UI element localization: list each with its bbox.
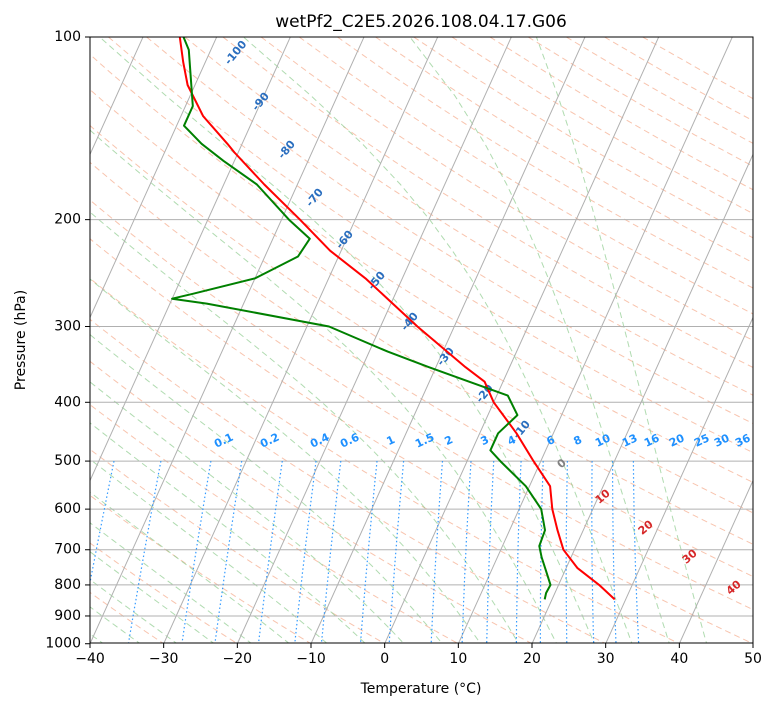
- x-tick-label: −30: [149, 651, 179, 667]
- x-tick-label: −10: [296, 651, 326, 667]
- y-tick-label: 700: [54, 542, 81, 558]
- y-tick-label: 800: [54, 577, 81, 593]
- y-tick-label: 200: [54, 212, 81, 228]
- x-tick-label: 50: [744, 651, 762, 667]
- x-tick-label: −20: [223, 651, 253, 667]
- x-tick-label: −40: [75, 651, 105, 667]
- y-tick-label: 400: [54, 394, 81, 410]
- x-tick-label: 20: [523, 651, 541, 667]
- y-axis-label: Pressure (hPa): [13, 290, 29, 390]
- y-tick-label: 600: [54, 501, 81, 517]
- y-tick-label: 300: [54, 318, 81, 334]
- chart-title: wetPf2_C2E5.2026.108.04.17.G06: [275, 12, 567, 32]
- y-tick-label: 500: [54, 453, 81, 469]
- x-tick-label: 10: [449, 651, 467, 667]
- x-axis-label: Temperature (°C): [360, 681, 482, 697]
- y-tick-label: 100: [54, 29, 81, 45]
- y-tick-label: 900: [54, 608, 81, 624]
- x-tick-label: 40: [670, 651, 688, 667]
- x-tick-label: 30: [597, 651, 615, 667]
- y-tick-label: 1000: [45, 636, 81, 652]
- x-tick-label: 0: [380, 651, 389, 667]
